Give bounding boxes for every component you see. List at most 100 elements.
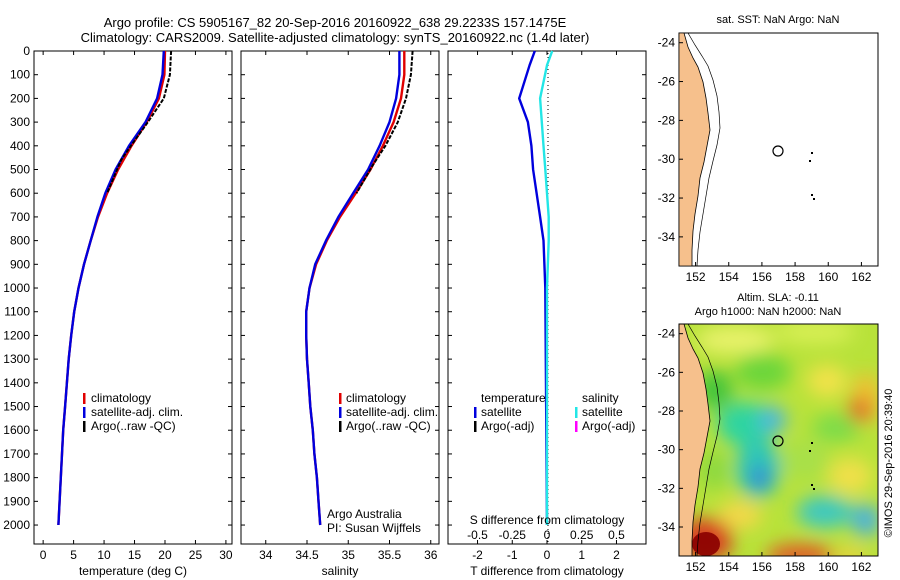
x-tick-label: 2 xyxy=(613,548,620,562)
depth-tick-label: 1500 xyxy=(3,400,30,414)
salinity-series xyxy=(305,50,414,526)
x-tick-label: 1 xyxy=(578,548,585,562)
depth-tick-label: 1600 xyxy=(3,423,30,437)
x-tick-label: 20 xyxy=(158,548,172,562)
map-x-tick-label: 160 xyxy=(818,270,838,284)
series-line-argo-raw-qc- xyxy=(355,50,414,194)
shelf-contour-sla xyxy=(687,323,721,557)
header-line-1: Argo profile: CS 5905167_82 20-Sep-2016 … xyxy=(104,15,567,30)
difference-axis: -2 -1 0 1 2 xyxy=(472,51,620,562)
map-x-tick-label: 154 xyxy=(719,270,739,284)
series-line-satellite-adj-clim- xyxy=(57,50,165,526)
salinity-diff-tick-label: -0.5 xyxy=(467,528,488,542)
map-x-tick-label: 162 xyxy=(851,560,871,574)
legend-sal-satellite: satellite xyxy=(582,405,623,419)
sst-map-axes: 152 154 156 158 160 162 -24 -26 -28 -30 -32 -34 xyxy=(658,36,872,284)
depth-tick-label: 200 xyxy=(10,91,30,105)
depth-tick-label: 800 xyxy=(10,234,30,248)
depth-tick-label: 1900 xyxy=(3,494,30,508)
x-tick-label: 34 xyxy=(259,548,273,562)
difference-depth-ticks xyxy=(448,50,646,526)
map-x-tick-label: 156 xyxy=(752,270,772,284)
map-x-tick-label: 152 xyxy=(686,560,706,574)
argo-float-marker xyxy=(772,145,784,157)
reef-islands xyxy=(809,152,815,200)
sla-map-axes: 152 154 156 158 160 162 -24 -26 -28 -30 -32 -34 xyxy=(658,327,872,574)
map-y-tick-label: -26 xyxy=(658,365,676,379)
australia-land xyxy=(678,32,711,267)
x-tick-label: 34.5 xyxy=(295,548,319,562)
sla-map-title: Altim. SLA: -0.11 xyxy=(737,292,819,304)
x-tick-label: 15 xyxy=(128,548,142,562)
australia-land-sla xyxy=(678,323,711,557)
legend-satellite: satellite-adj. clim. xyxy=(346,405,438,419)
difference-panel: -2 -1 0 1 2 T difference from climatology S … xyxy=(447,50,647,578)
depth-tick-label: 1200 xyxy=(3,328,30,342)
map-x-tick-label: 152 xyxy=(686,270,706,284)
series-line-temperature-satellite xyxy=(518,50,549,526)
salinity-axis: 34 34.5 35 35.5 36 xyxy=(259,51,438,562)
depth-tick-label: 900 xyxy=(10,257,30,271)
shelf-contour xyxy=(687,32,721,267)
map-x-tick-label: 158 xyxy=(785,560,805,574)
depth-tick-label: 700 xyxy=(10,210,30,224)
map-x-tick-label: 154 xyxy=(719,560,739,574)
legend-satellite: satellite-adj. clim. xyxy=(91,405,183,419)
depth-tick-label: 1100 xyxy=(4,305,30,319)
x-tick-label: 10 xyxy=(97,548,111,562)
legend-sal-argo: Argo(-adj) xyxy=(582,419,635,433)
depth-tick-label: 1000 xyxy=(3,281,30,295)
temperature-legend: climatology satellite-adj. clim. Argo(..… xyxy=(83,391,183,433)
map-y-tick-label: -32 xyxy=(658,191,676,205)
legend-climatology: climatology xyxy=(91,391,151,405)
temperature-xlabel: temperature (deg C) xyxy=(79,564,187,578)
legend-argo: Argo(..raw -QC) xyxy=(91,419,176,433)
depth-tick-label: 1300 xyxy=(3,352,30,366)
x-tick-label: -1 xyxy=(507,548,518,562)
argo-float-marker-sla xyxy=(772,435,784,447)
map-y-tick-label: -34 xyxy=(658,520,676,534)
salinity-diff-scale: -0.5 -0.25 0 0.25 0.5 xyxy=(467,528,625,542)
map-x-tick-label: 162 xyxy=(851,270,871,284)
x-tick-label: -2 xyxy=(472,548,483,562)
sst-map-panel: sat. SST: NaN Argo: NaN 152 154 156 158 160 1… xyxy=(658,14,879,284)
sla-map-subtitle: Argo h1000: NaN h2000: NaN xyxy=(695,306,842,318)
map-y-tick-label: -32 xyxy=(658,481,676,495)
depth-tick-label: 100 xyxy=(10,68,30,82)
series-line-salinity-satellite xyxy=(538,50,554,525)
difference-series xyxy=(518,50,554,526)
temperature-axis: 0 5 10 15 20 25 30 xyxy=(40,51,233,562)
map-y-tick-label: -30 xyxy=(658,152,676,166)
map-x-tick-label: 158 xyxy=(785,270,805,284)
depth-tick-label: 300 xyxy=(10,115,30,129)
map-y-tick-label: -28 xyxy=(658,404,676,418)
depth-tick-label: 1800 xyxy=(3,471,30,485)
x-tick-label: 36 xyxy=(424,548,438,562)
map-y-tick-label: -24 xyxy=(658,327,676,341)
legend-title-temperature: temperature xyxy=(481,391,546,405)
difference-legend: temperature satellite Argo(-adj) salinit… xyxy=(474,391,635,433)
x-tick-label: 25 xyxy=(189,548,203,562)
series-line-argo-raw-qc- xyxy=(106,50,173,194)
salinity-panel: 34 34.5 35 35.5 36 salinity climatology sate… xyxy=(240,50,440,578)
annotation-line-2: PI: Susan Wijffels xyxy=(327,521,421,535)
legend-title-salinity: salinity xyxy=(582,391,619,405)
x-tick-label: 5 xyxy=(70,548,77,562)
map-y-tick-label: -30 xyxy=(658,443,676,457)
map-y-tick-label: -26 xyxy=(658,75,676,89)
map-y-tick-label: -24 xyxy=(658,36,676,50)
salinity-depth-ticks xyxy=(241,50,439,526)
imos-credit: ©IMOS 29-Sep-2016 20:39:40 xyxy=(883,389,895,538)
map-x-tick-label: 156 xyxy=(752,560,772,574)
difference-xlabel: T difference from climatology xyxy=(470,564,624,578)
sla-map-panel: Altim. SLA: -0.11 Argo h1000: NaN h2000:… xyxy=(658,292,879,574)
temperature-panel: 0100200300400500600700800900100011001200… xyxy=(3,44,233,578)
map-x-tick-label: 160 xyxy=(818,560,838,574)
salinity-diff-tick-label: 0.25 xyxy=(570,528,594,542)
depth-tick-label: 500 xyxy=(10,163,30,177)
legend-climatology: climatology xyxy=(346,391,406,405)
legend-argo: Argo(..raw -QC) xyxy=(346,419,431,433)
salinity-xlabel: salinity xyxy=(322,564,359,578)
salinity-diff-tick-label: 0.5 xyxy=(608,528,625,542)
